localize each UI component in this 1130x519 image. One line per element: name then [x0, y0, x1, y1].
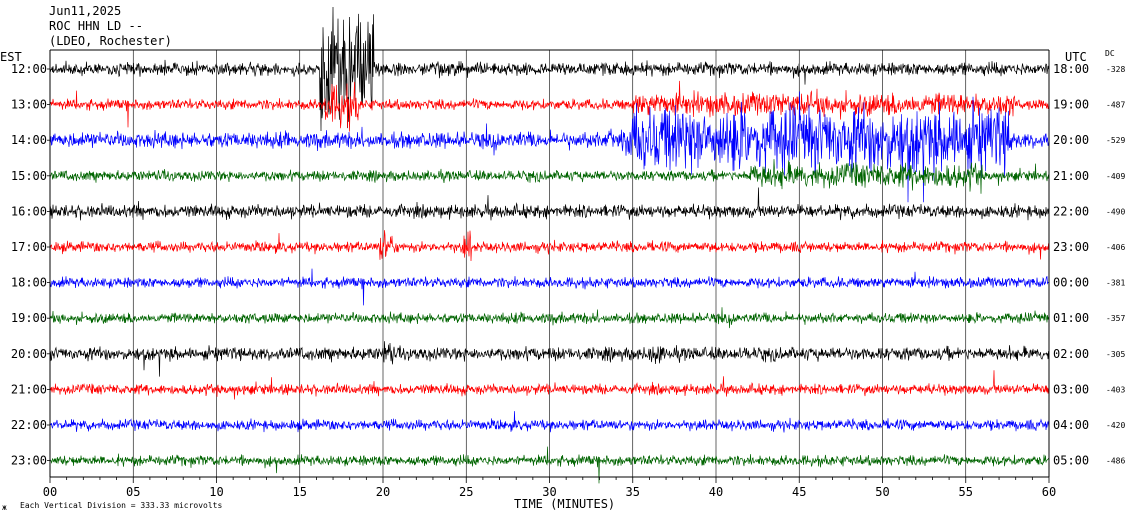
dc-offset-header: DC — [1105, 49, 1115, 58]
x-tick-label: 40 — [709, 485, 723, 499]
x-tick-label: 50 — [875, 485, 889, 499]
trace-line — [49, 268, 1050, 306]
dc-offset-label: -305 — [1106, 350, 1125, 359]
x-tick-label: 45 — [792, 485, 806, 499]
est-hour-label: 22:00 — [11, 418, 47, 432]
station-code: ROC HHN LD -- — [49, 19, 143, 33]
right-timezone-label: UTC — [1065, 50, 1087, 64]
x-tick-label: 00 — [43, 485, 57, 499]
est-hour-label: 23:00 — [11, 454, 47, 468]
trace-line — [49, 370, 1050, 400]
trace-line — [49, 341, 1050, 377]
x-tick-label: 35 — [626, 485, 640, 499]
utc-hour-label: 05:00 — [1053, 454, 1089, 468]
vertical-scale-note: Each Vertical Division = 333.33 microvol… — [20, 501, 222, 510]
utc-hour-label: 22:00 — [1053, 204, 1089, 218]
trace-line — [49, 91, 1050, 203]
trace-line — [49, 159, 1050, 194]
dc-offset-label: -357 — [1106, 314, 1125, 323]
dc-offset-label: -487 — [1106, 101, 1125, 110]
trace-line — [49, 6, 1050, 132]
dc-offset-label: -403 — [1106, 385, 1125, 394]
utc-hour-label: 00:00 — [1053, 276, 1089, 290]
dc-offset-label: -420 — [1106, 421, 1125, 430]
est-hour-label: 12:00 — [11, 62, 47, 76]
x-tick-label: 05 — [126, 485, 140, 499]
utc-hour-label: 19:00 — [1053, 98, 1089, 112]
grid-lines — [49, 50, 1050, 477]
trace-line — [49, 411, 1050, 433]
utc-hour-label: 20:00 — [1053, 133, 1089, 147]
plot-date: Jun11,2025 — [49, 4, 122, 18]
dc-offset-label: -381 — [1106, 279, 1125, 288]
utc-hour-label: 23:00 — [1053, 240, 1089, 254]
trace-line — [49, 230, 1050, 262]
est-hour-label: 16:00 — [11, 204, 47, 218]
dc-offset-label: -409 — [1106, 172, 1125, 181]
trace-line — [49, 446, 1050, 484]
trace-line — [49, 307, 1050, 329]
dc-offset-label: -529 — [1106, 136, 1125, 145]
utc-hour-label: 21:00 — [1053, 169, 1089, 183]
utc-hour-label: 03:00 — [1053, 382, 1089, 396]
x-tick-label: 30 — [542, 485, 556, 499]
axes: 00 05 10 15 20 25 30 35 40 45 50 55 60 12:00 18:00 -328… — [11, 49, 1125, 499]
utc-hour-label: 01:00 — [1053, 311, 1089, 325]
est-hour-label: 21:00 — [11, 382, 47, 396]
utc-hour-label: 18:00 — [1053, 62, 1089, 76]
x-tick-label: 15 — [293, 485, 307, 499]
utc-hour-label: 02:00 — [1053, 347, 1089, 361]
est-hour-label: 15:00 — [11, 169, 47, 183]
x-tick-label: 10 — [209, 485, 223, 499]
dc-offset-label: -328 — [1106, 65, 1125, 74]
est-hour-label: 19:00 — [11, 311, 47, 325]
utc-hour-label: 04:00 — [1053, 418, 1089, 432]
x-tick-label: 25 — [459, 485, 473, 499]
left-timezone-label: EST — [0, 50, 22, 64]
trace-line — [49, 187, 1050, 221]
dc-offset-label: -486 — [1106, 457, 1125, 466]
est-hour-label: 14:00 — [11, 133, 47, 147]
station-network: (LDEO, Rochester) — [49, 34, 172, 48]
dc-offset-label: -490 — [1106, 207, 1125, 216]
traces — [49, 6, 1050, 484]
est-hour-label: 20:00 — [11, 347, 47, 361]
est-hour-label: 13:00 — [11, 98, 47, 112]
x-tick-label: 55 — [959, 485, 973, 499]
logo-mark: ж — [2, 503, 7, 512]
est-hour-label: 18:00 — [11, 276, 47, 290]
x-tick-label: 20 — [376, 485, 390, 499]
est-hour-label: 17:00 — [11, 240, 47, 254]
x-axis-label: TIME (MINUTES) — [514, 497, 615, 511]
trace-line — [49, 80, 1050, 132]
dc-offset-label: -406 — [1106, 243, 1125, 252]
x-tick-label: 60 — [1042, 485, 1056, 499]
